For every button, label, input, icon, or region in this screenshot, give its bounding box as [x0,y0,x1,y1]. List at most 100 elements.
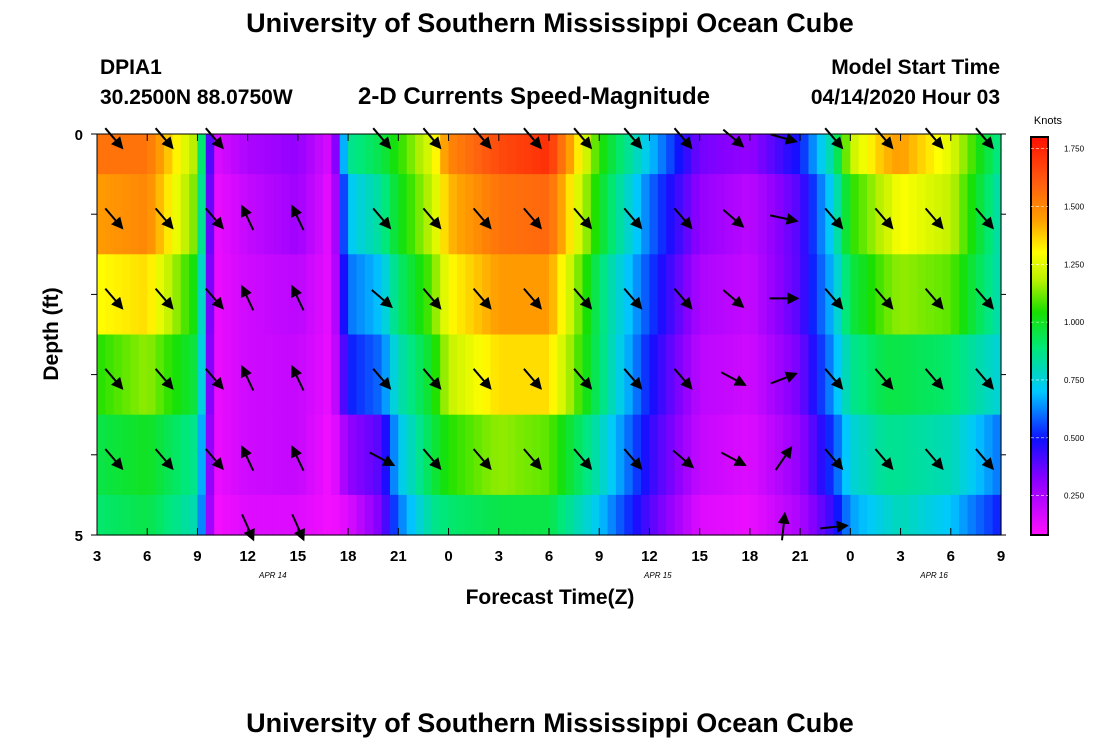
heat-cell [749,334,759,416]
heat-cell [348,254,358,336]
current-vector-arrow [720,371,747,386]
heat-cell [816,174,826,255]
heat-cell [716,334,726,416]
heat-cell [431,254,441,336]
heat-cell [825,494,835,536]
y-tick-label: 0 [75,127,83,144]
y-axis-label: Depth (ft) [40,287,63,380]
x-tick-label: 15 [290,548,307,565]
heat-cell [490,494,500,536]
heat-cell [339,254,349,336]
heat-cell [549,134,558,175]
heat-cell [615,174,625,255]
current-vector-arrow [472,368,492,390]
heat-cell [641,334,651,416]
heat-cell [800,334,810,416]
heat-cell [97,174,106,255]
heat-cell [256,174,266,255]
current-vector-arrow [824,287,844,310]
heat-cell [456,174,466,255]
current-vector-arrow [472,127,492,150]
heat-cell [766,174,776,255]
heat-cell [557,414,567,496]
heat-cell [775,134,784,175]
heat-cell [716,414,726,496]
heat-cell [306,174,316,255]
current-vector-arrow [975,207,995,230]
heat-cell [942,494,952,536]
heat-cell [733,494,743,536]
heat-cell [507,414,517,496]
heat-cell [682,414,692,496]
heat-cell [992,254,1002,336]
heat-cell [850,334,860,416]
heat-cell [155,494,165,536]
heat-cell [222,494,232,536]
current-vector-arrow [371,289,393,309]
heat-cell [331,494,341,536]
heat-cell [959,254,969,336]
heat-cell [641,254,651,336]
heat-cell [348,174,358,255]
heat-cell [984,134,994,175]
heat-cell [314,414,324,496]
x-tick-label: 9 [193,548,201,565]
current-vector-arrow [975,287,995,310]
heat-cell [364,334,374,416]
heat-cell [113,254,123,336]
heat-cell [800,174,810,255]
heat-cell [883,174,893,255]
heat-cell [498,134,508,175]
heat-cell [163,134,173,175]
heat-cell [992,134,1002,175]
heat-cell [490,254,500,336]
heat-cell [247,134,257,175]
heat-cell [858,334,868,416]
heat-cell [565,254,575,336]
heat-cell [130,174,140,255]
current-vectors [104,127,995,542]
current-vector-arrow [824,207,844,230]
heat-cell [448,334,458,416]
heat-cell [180,174,190,255]
current-vector-arrow [240,284,255,311]
heat-cell [607,414,617,496]
heat-cell [657,134,667,175]
heat-cell [247,174,257,255]
heat-cell [230,334,240,416]
heat-cell [632,334,642,416]
heat-cell [105,494,115,536]
heat-cell [172,254,182,336]
heat-cell [900,134,910,175]
heat-cell [934,494,944,536]
current-vector-arrow [205,287,224,310]
heat-cell [858,174,868,255]
heat-cell [465,254,475,336]
heat-cell [515,494,525,536]
heat-cell [297,254,307,336]
heat-cell [833,174,843,255]
heat-cell [440,134,450,175]
current-vector-arrow [205,448,224,471]
heat-cell [473,134,483,175]
current-vector-arrow [824,448,844,471]
heat-cell [105,134,115,175]
heat-cell [833,254,843,336]
heat-cell [699,254,709,336]
heat-cell [448,134,458,175]
heat-cell [867,494,877,536]
heat-cell [741,494,751,536]
heat-cell [507,334,517,416]
heat-cell [356,334,366,416]
heat-cell [415,134,425,175]
heat-cell [858,254,868,336]
current-vector-arrow [777,511,790,541]
heat-cell [607,174,617,255]
current-vector-arrow [291,284,305,311]
heat-cell [314,174,324,255]
heat-cell [247,414,257,496]
current-vector-arrow [104,448,124,471]
heat-cell [289,494,299,536]
heat-cell [783,414,793,496]
heat-cell [507,254,517,336]
